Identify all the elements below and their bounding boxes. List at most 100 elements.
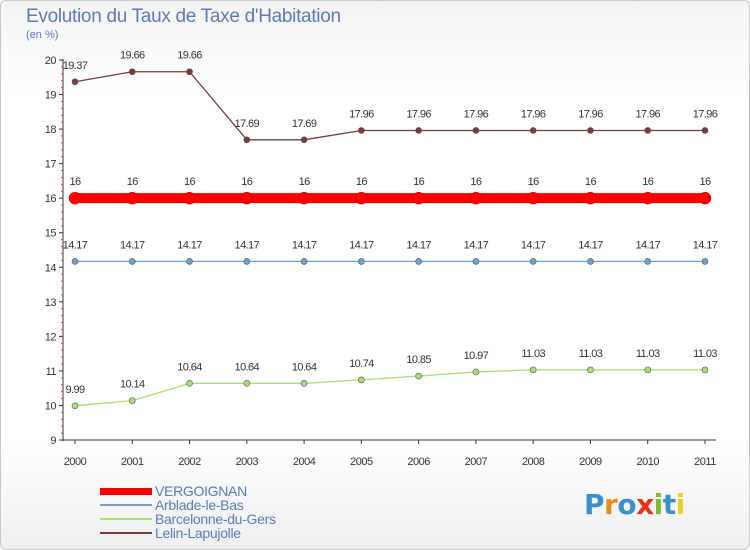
series-line-3 — [74, 71, 705, 141]
data-point-0 — [355, 191, 368, 205]
data-label-1: 14.17 — [177, 239, 202, 251]
data-point-2 — [128, 397, 136, 404]
y-tick-label: 17 — [45, 159, 57, 171]
data-point-3 — [128, 68, 136, 76]
y-tick-label: 13 — [45, 297, 57, 309]
data-label-0: 16 — [69, 176, 81, 188]
data-label-0: 16 — [585, 176, 597, 188]
y-tick-label: 19 — [45, 90, 57, 102]
data-point-2 — [472, 368, 480, 376]
data-label-0: 16 — [470, 176, 482, 188]
y-tick-label: 16 — [45, 193, 57, 205]
x-tick-label: 2002 — [178, 456, 201, 468]
data-label-3: 17.96 — [349, 108, 374, 120]
data-point-3 — [472, 127, 480, 134]
y-tick-label: 12 — [45, 331, 57, 343]
data-point-2 — [300, 380, 308, 387]
data-point-3 — [701, 127, 709, 134]
y-tick-label: 14 — [45, 262, 57, 274]
data-point-1 — [186, 258, 193, 265]
data-point-1 — [358, 258, 365, 265]
chart-subtitle: (en %) — [26, 29, 59, 41]
data-label-3: 17.96 — [521, 108, 546, 120]
data-point-1 — [128, 258, 136, 265]
legend-swatch-lelin-lapujolle — [100, 532, 152, 534]
data-point-1 — [472, 258, 480, 265]
data-point-0 — [183, 191, 196, 205]
data-label-2: 10.64 — [235, 361, 260, 373]
x-tick-label: 2003 — [236, 456, 259, 468]
data-point-2 — [415, 372, 422, 380]
data-label-1: 14.17 — [521, 239, 546, 251]
data-label-1: 14.17 — [292, 239, 317, 251]
data-point-0 — [526, 191, 540, 205]
data-point-0 — [698, 191, 712, 205]
data-point-3 — [358, 127, 365, 134]
y-tick-label: 18 — [45, 124, 57, 136]
data-label-0: 16 — [528, 176, 540, 188]
logo-letter: t — [662, 488, 676, 521]
data-label-2: 10.97 — [464, 350, 489, 362]
data-point-1 — [243, 258, 251, 265]
data-point-0 — [68, 191, 82, 205]
y-tick-label: 11 — [46, 366, 57, 378]
data-label-2: 10.64 — [292, 361, 317, 373]
legend-label-arblade-le-bas: Arblade-le-Bas — [155, 497, 244, 513]
data-label-3: 19.66 — [120, 50, 145, 62]
data-point-3 — [243, 136, 251, 144]
data-label-3: 17.69 — [292, 118, 317, 130]
data-point-1 — [415, 258, 422, 265]
data-label-3: 17.96 — [635, 108, 660, 120]
data-label-2: 11.03 — [636, 348, 660, 360]
data-label-2: 10.85 — [406, 354, 431, 366]
data-point-1 — [701, 258, 709, 265]
x-tick-label: 2000 — [64, 456, 87, 468]
legend-label-vergoignan: VERGOIGNAN — [155, 483, 247, 499]
data-label-2: 10.74 — [349, 358, 374, 370]
data-point-0 — [584, 191, 597, 205]
data-point-3 — [529, 127, 537, 134]
x-tick-label: 2008 — [522, 456, 545, 468]
data-label-2: 9.99 — [65, 384, 84, 396]
data-label-0: 16 — [241, 176, 253, 188]
y-tick-label: 9 — [50, 435, 56, 447]
x-tick-label: 2006 — [407, 456, 430, 468]
data-point-0 — [297, 191, 311, 205]
data-label-1: 14.17 — [349, 239, 374, 251]
data-label-1: 14.17 — [578, 239, 603, 251]
data-label-0: 16 — [184, 176, 196, 188]
data-label-0: 16 — [413, 176, 425, 188]
x-tick-label: 2010 — [636, 456, 659, 468]
data-point-2 — [358, 376, 365, 384]
data-label-1: 14.17 — [406, 239, 431, 251]
x-tick-label: 2005 — [350, 456, 373, 468]
data-label-1: 14.17 — [120, 239, 145, 251]
data-point-1 — [71, 258, 79, 265]
proxiti-logo: Proxiti — [584, 488, 685, 521]
data-point-1 — [587, 258, 594, 265]
data-label-3: 17.96 — [693, 108, 718, 120]
x-tick-label: 2001 — [121, 456, 144, 468]
data-label-0: 16 — [299, 176, 311, 188]
data-point-0 — [641, 191, 654, 205]
data-label-3: 17.96 — [406, 108, 431, 120]
logo-letter: P — [584, 488, 605, 521]
logo-letter: o — [617, 488, 637, 521]
data-point-3 — [644, 127, 652, 134]
x-tick-label: 2011 — [694, 456, 716, 468]
data-label-1: 14.17 — [63, 239, 88, 251]
legend-label-lelin-lapujolle: Lelin-Lapujolle — [155, 525, 241, 541]
data-label-2: 11.03 — [579, 348, 603, 360]
data-point-2 — [186, 380, 193, 387]
chart-title: Evolution du Taux de Taxe d'Habitation — [26, 6, 341, 27]
data-point-1 — [644, 258, 652, 265]
logo-letter: i — [675, 488, 686, 521]
data-label-2: 10.14 — [120, 379, 145, 391]
data-label-1: 14.17 — [693, 239, 718, 251]
data-point-2 — [644, 366, 652, 374]
data-point-3 — [415, 127, 422, 134]
data-point-3 — [186, 68, 193, 76]
data-label-2: 11.03 — [521, 348, 545, 360]
y-tick-label: 20 — [45, 55, 57, 67]
